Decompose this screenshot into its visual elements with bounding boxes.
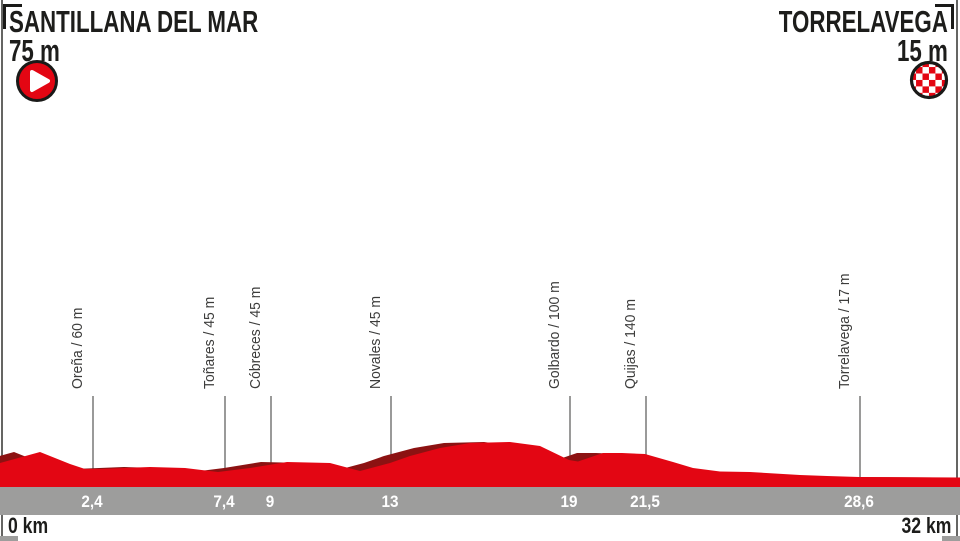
axis-start-km: 0 km: [8, 513, 58, 539]
km-tick-label: 2,4: [81, 492, 103, 511]
km-axis-bar: 2,4 7,4 9 13 19 21,5 28,6: [0, 487, 960, 515]
frame-edge-right: [956, 0, 958, 541]
km-tick-label: 7,4: [213, 492, 235, 511]
waypoint-marker-line: [390, 396, 392, 487]
waypoint-label: Quijas / 140 m: [622, 299, 639, 389]
finish-town-name: TORRELAVEGA: [778, 4, 948, 39]
corner-bracket-left: [3, 4, 22, 29]
waypoint-label: Oreña / 60 m: [69, 307, 86, 389]
waypoint-label: Novales / 45 m: [367, 295, 384, 389]
start-town-name: SANTILLANA DEL MAR: [9, 4, 259, 39]
start-play-icon: [15, 59, 59, 108]
km-tick-label: 19: [560, 492, 578, 511]
waypoint-marker-line: [645, 396, 647, 487]
start-header: SANTILLANA DEL MAR 75 m: [9, 4, 355, 66]
km-tick-label: 9: [265, 492, 275, 511]
waypoint-marker-line: [224, 396, 226, 487]
finish-elevation: 15 m: [897, 33, 948, 68]
bottom-left-corner-mark: [0, 536, 18, 541]
waypoint-marker-line: [569, 396, 571, 487]
corner-bracket-right: [935, 4, 954, 29]
waypoint-label: Toñares / 45 m: [201, 296, 218, 389]
axis-end-km: 32 km: [889, 513, 951, 539]
profile-area: [0, 442, 960, 487]
waypoint-label: Golbardo / 100 m: [546, 281, 563, 389]
frame-edge-left: [1, 0, 3, 541]
finish-header: TORRELAVEGA 15 m: [713, 4, 948, 68]
finish-checkered-flag-icon: [908, 59, 950, 106]
waypoint-marker-line: [92, 396, 94, 487]
waypoint-marker-line: [859, 396, 861, 487]
bottom-right-corner-mark: [942, 536, 960, 541]
waypoint-label: Torrelavega / 17 m: [836, 273, 853, 389]
axis-start-km-label: 0 km: [8, 513, 49, 538]
km-tick-label: 13: [381, 492, 399, 511]
profile-shadow-area: [0, 442, 960, 487]
waypoint-marker-line: [270, 396, 272, 487]
km-tick-label: 21,5: [630, 492, 660, 511]
waypoint-label: Cóbreces / 45 m: [247, 286, 264, 389]
axis-end-km-label: 32 km: [901, 513, 951, 538]
km-tick-label: 28,6: [844, 492, 874, 511]
